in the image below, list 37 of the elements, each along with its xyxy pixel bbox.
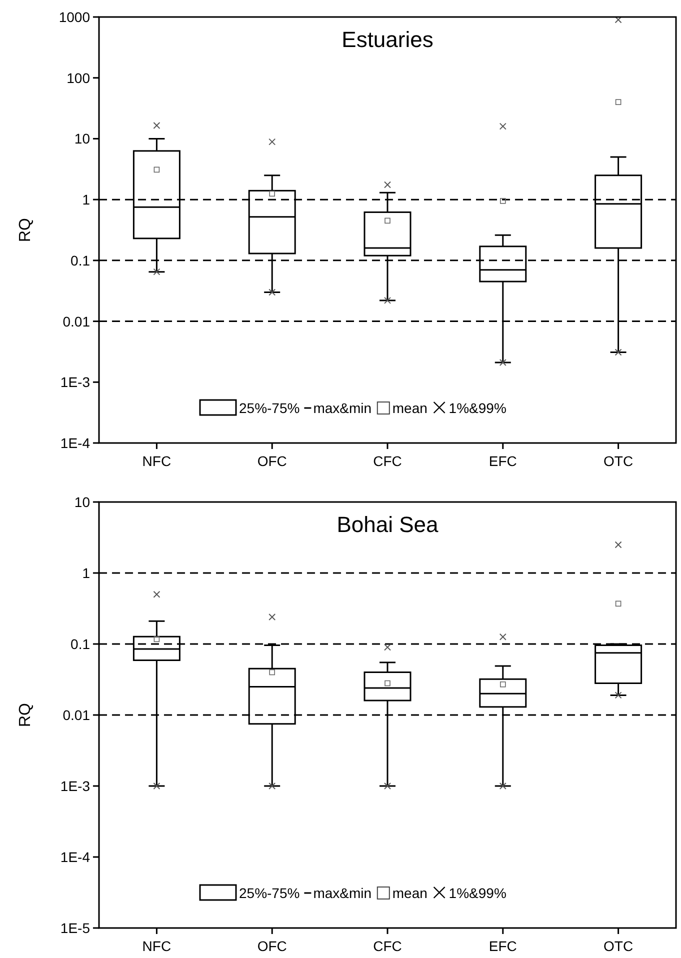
y-tick-label: 1000 bbox=[58, 9, 90, 25]
y-tick-label: 1 bbox=[82, 192, 90, 208]
y-tick-label: 0.1 bbox=[70, 636, 90, 652]
x-tick-label: OFC bbox=[257, 453, 287, 469]
x-tick-label: EFC bbox=[488, 453, 517, 469]
legend-label: 25%-75% bbox=[239, 400, 300, 416]
y-tick-label: 100 bbox=[66, 70, 90, 86]
y-tick-label: 0.01 bbox=[62, 313, 90, 330]
x-tick-label: NFC bbox=[142, 453, 172, 469]
y-tick-label: 1E-3 bbox=[60, 374, 90, 390]
annotation: mean bbox=[392, 885, 428, 901]
x-tick-label: OFC bbox=[257, 938, 287, 954]
y-tick-label: 1E-5 bbox=[60, 920, 90, 936]
y-axis-title: RQ bbox=[17, 703, 34, 727]
x-tick-label: OTC bbox=[604, 938, 634, 954]
y-tick-label: 1E-3 bbox=[60, 778, 90, 794]
y-tick-label: 0.01 bbox=[62, 707, 90, 723]
text: Estuaries bbox=[342, 27, 434, 52]
annotation: 1%&99% bbox=[448, 885, 506, 901]
annotation: max&min bbox=[313, 885, 372, 901]
annotation: 1%&99% bbox=[448, 400, 506, 416]
y-tick-label: 1E-4 bbox=[60, 435, 90, 451]
legend-label: 25%-75% bbox=[239, 885, 300, 901]
y-tick-label: 0.1 bbox=[70, 252, 90, 268]
x-tick-label: EFC bbox=[488, 938, 517, 954]
y-tick-label: 10 bbox=[74, 130, 90, 147]
y-tick-label: 1 bbox=[82, 565, 90, 581]
y-axis-title: RQ bbox=[17, 218, 34, 242]
y-tick-label: 10 bbox=[74, 494, 90, 510]
annotation: max&min bbox=[313, 400, 372, 416]
x-tick-label: CFC bbox=[373, 453, 402, 469]
annotation: mean bbox=[392, 400, 428, 416]
y-tick-label: 1E-4 bbox=[60, 849, 90, 865]
x-tick-label: CFC bbox=[373, 938, 402, 954]
x-tick-label: NFC bbox=[142, 938, 172, 954]
x-tick-label: OTC bbox=[604, 453, 634, 469]
text: Bohai Sea bbox=[336, 512, 440, 537]
